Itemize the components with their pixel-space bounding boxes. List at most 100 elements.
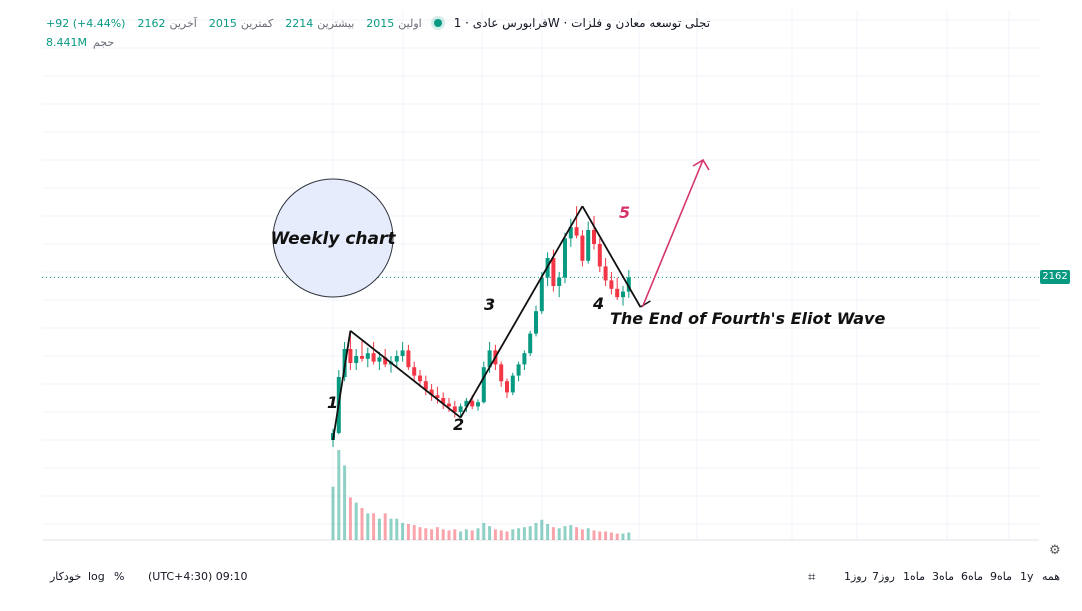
candle-body xyxy=(400,350,405,356)
volume-bar xyxy=(418,527,422,540)
candle-body xyxy=(470,400,475,407)
symbol-title[interactable]: فرابورس عادی · 1W · تجلی توسعه معادن و ف… xyxy=(453,16,711,30)
candle-body xyxy=(615,288,620,298)
volume-bar xyxy=(580,529,584,540)
wave-label-5: 5 xyxy=(619,203,630,222)
candle-body xyxy=(435,395,440,398)
timeframe-1y[interactable]: 1y xyxy=(1020,570,1034,583)
time-zone[interactable]: (UTC+4:30) 09:10 xyxy=(148,570,248,583)
candle-body xyxy=(406,350,411,368)
volume-bar xyxy=(395,518,399,540)
date-range-icon[interactable]: ⌗ xyxy=(808,570,816,585)
volume-bar xyxy=(511,529,515,540)
volume-bar xyxy=(366,513,370,540)
volume-bar xyxy=(447,530,451,540)
candle-body xyxy=(476,402,480,407)
candle-body xyxy=(377,357,382,362)
candle-body xyxy=(394,356,399,362)
volume-bar xyxy=(569,525,573,540)
volume-bar xyxy=(435,527,439,540)
candle-body xyxy=(429,389,434,396)
volume-bar xyxy=(482,522,486,540)
candle-body xyxy=(510,375,515,393)
candle-body xyxy=(383,357,388,365)
candle-body xyxy=(563,238,567,278)
candle-body xyxy=(621,291,625,298)
candle-body xyxy=(360,356,364,359)
market-status-icon[interactable] xyxy=(433,19,442,27)
volume-bar xyxy=(609,532,613,540)
log-toggle[interactable]: log xyxy=(88,570,105,583)
volume-bar xyxy=(337,450,341,540)
volume-bar xyxy=(546,524,550,540)
wave-line xyxy=(640,300,651,308)
percent-toggle[interactable]: % xyxy=(114,570,125,583)
volume-label: حجم xyxy=(92,36,115,49)
auto-toggle[interactable]: خودکار xyxy=(50,570,82,583)
candle-body xyxy=(586,230,591,261)
candle-body xyxy=(365,353,370,359)
volume-bar xyxy=(488,526,492,540)
timeframe-9m[interactable]: 9ماه xyxy=(990,570,1013,583)
candle-body xyxy=(522,353,527,365)
candle-body xyxy=(371,353,376,362)
volume-bar xyxy=(470,530,474,540)
high-value: 2214 بیشترین xyxy=(285,16,355,30)
candle-body xyxy=(418,375,422,382)
candle-body xyxy=(423,381,428,390)
volume-bar xyxy=(372,513,376,540)
wave5-arrow xyxy=(641,159,704,308)
volume-bar xyxy=(540,519,544,540)
candle-body xyxy=(609,280,614,289)
candle-body xyxy=(487,350,492,368)
volume-bar xyxy=(424,528,428,540)
volume-bar xyxy=(412,525,416,540)
volume-bar xyxy=(499,530,503,540)
timeframe-6m[interactable]: 6ماه xyxy=(961,570,984,583)
wave-line xyxy=(349,330,462,419)
volume-bar xyxy=(534,522,538,540)
timeframe-1d[interactable]: 1روز xyxy=(844,570,867,583)
candle-body xyxy=(412,367,417,376)
timeframe-1m[interactable]: 1ماه xyxy=(903,570,926,583)
volume-bar xyxy=(476,528,480,540)
settings-gear-icon[interactable]: ⚙ xyxy=(1049,543,1061,558)
volume-bar xyxy=(551,527,555,540)
candle-body xyxy=(592,230,596,244)
volume-bar xyxy=(621,533,625,540)
volume-bar xyxy=(331,486,335,540)
candle-body xyxy=(499,364,504,382)
volume-bar xyxy=(517,528,521,540)
volume-bar xyxy=(406,524,410,540)
volume-bar xyxy=(528,526,532,540)
volume-bar xyxy=(377,518,381,540)
candle-body xyxy=(534,311,538,334)
volume-bar xyxy=(586,528,590,540)
candle-body xyxy=(557,277,562,286)
timeframe-7d[interactable]: 7روز xyxy=(872,570,895,583)
volume-bar xyxy=(592,530,596,540)
volume-bar xyxy=(505,531,509,540)
volume-bar xyxy=(459,531,463,540)
timeframe-all[interactable]: همه xyxy=(1042,570,1061,583)
candle-body xyxy=(516,364,521,376)
volume-bar xyxy=(453,529,457,540)
candle-body xyxy=(528,333,533,354)
volume-bar xyxy=(401,522,405,540)
wave-line xyxy=(459,205,584,419)
volume-bar xyxy=(441,529,445,540)
wave-line xyxy=(581,205,642,308)
volume-bar xyxy=(557,528,561,540)
timeframe-3m[interactable]: 3ماه xyxy=(932,570,955,583)
volume-bar xyxy=(493,529,497,540)
candle-body xyxy=(452,406,457,412)
candle-body xyxy=(580,235,585,261)
volume-bar xyxy=(627,532,631,540)
wave-line xyxy=(332,330,352,441)
chart-area[interactable]: 4006008001000120014001600180020002200240… xyxy=(42,10,1039,542)
volume-bar xyxy=(522,527,526,540)
candle-body xyxy=(574,227,579,236)
candle-body xyxy=(481,367,486,403)
price-chart[interactable]: 4006008001000120014001600180020002200240… xyxy=(42,10,1039,542)
last-price-tag: 2162 xyxy=(1040,270,1070,284)
